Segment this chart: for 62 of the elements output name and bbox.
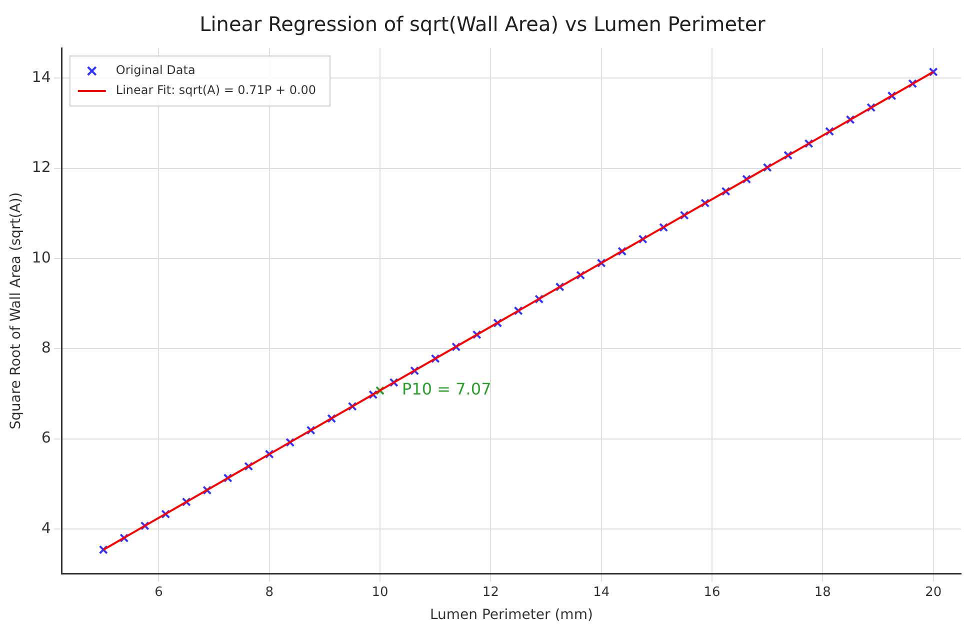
x-axis-title: Lumen Perimeter (mm) xyxy=(430,607,593,624)
point xyxy=(555,282,564,292)
point xyxy=(202,486,212,495)
point xyxy=(472,330,482,340)
x-tick-label: 18 xyxy=(814,584,831,600)
point xyxy=(452,342,461,352)
point xyxy=(286,438,295,447)
point xyxy=(368,390,378,400)
y-tick-label: 12 xyxy=(32,158,51,176)
y-tick-label: 6 xyxy=(41,428,51,447)
chart-title: Linear Regression of sqrt(Wall Area) vs Lumen Perimeter xyxy=(200,12,766,36)
x-tick-label: 6 xyxy=(154,584,163,600)
point xyxy=(887,91,896,100)
point xyxy=(804,139,814,148)
point xyxy=(638,234,648,244)
point xyxy=(140,521,150,530)
point xyxy=(161,510,170,519)
point xyxy=(514,306,523,316)
point xyxy=(306,426,316,435)
x-tick-label: 16 xyxy=(704,584,720,600)
y-axis-title: Square Root of Wall Area (sqrt(A)) xyxy=(8,192,24,430)
point xyxy=(928,67,938,76)
point xyxy=(410,366,420,376)
x-tick-label: 20 xyxy=(925,584,942,600)
point xyxy=(576,270,586,280)
point xyxy=(784,150,793,160)
x-tick-label: 14 xyxy=(593,584,610,600)
point xyxy=(866,102,876,112)
point xyxy=(596,258,606,268)
point xyxy=(348,402,357,411)
y-tick-label: 14 xyxy=(32,68,51,86)
point xyxy=(721,186,730,196)
point xyxy=(825,126,834,136)
x-tick-label: 10 xyxy=(372,584,388,600)
point xyxy=(700,198,710,208)
point xyxy=(98,545,108,554)
point xyxy=(618,246,627,256)
point xyxy=(376,386,385,396)
point xyxy=(264,450,274,459)
point xyxy=(659,222,668,232)
x-tick-label: 12 xyxy=(482,584,499,600)
point xyxy=(846,115,855,124)
point xyxy=(327,414,336,424)
point xyxy=(244,462,254,471)
legend-label: Linear Fit: sqrt(A) = 0.71P + 0.00 xyxy=(116,83,316,98)
point xyxy=(534,294,544,304)
y-tick-label: 10 xyxy=(32,248,51,266)
point xyxy=(182,497,191,506)
annotation: P10 = 7.07 xyxy=(402,380,492,399)
point xyxy=(908,79,918,88)
y-tick-label: 4 xyxy=(41,518,51,537)
point xyxy=(223,474,232,483)
point xyxy=(680,210,689,220)
point xyxy=(493,318,502,328)
point xyxy=(762,162,772,172)
x-tick-label: 8 xyxy=(265,584,274,600)
point xyxy=(120,533,129,543)
point xyxy=(742,174,752,184)
point xyxy=(430,354,440,364)
point xyxy=(389,378,398,388)
y-tick-label: 8 xyxy=(41,338,51,357)
legend-label: Original Data xyxy=(116,63,196,78)
